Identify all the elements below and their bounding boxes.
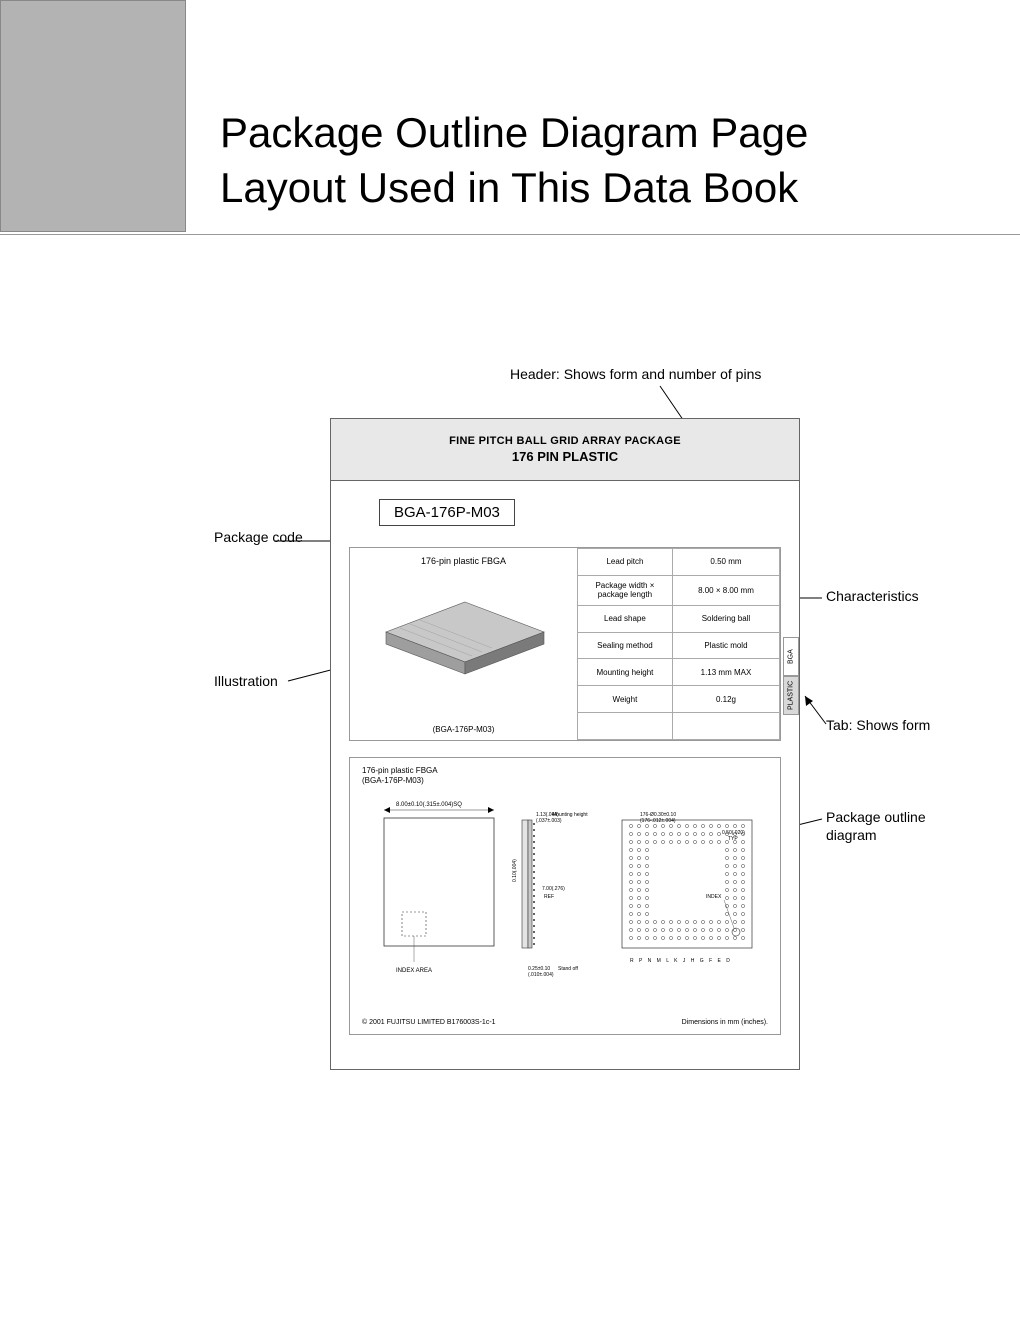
- document-header: FINE PITCH BALL GRID ARRAY PACKAGE 176 P…: [331, 419, 799, 481]
- side-tab-top: BGA: [783, 637, 799, 676]
- table-row: Weight0.12g: [577, 686, 779, 713]
- svg-text:REF: REF: [544, 894, 554, 900]
- outline-units: Dimensions in mm (inches).: [682, 1019, 768, 1026]
- characteristics-table: Lead pitch0.50 mm Package width × packag…: [577, 548, 780, 740]
- page-title-block: Package Outline Diagram Page Layout Used…: [220, 106, 990, 215]
- chip-icon: [380, 598, 550, 698]
- corner-decoration: [0, 0, 186, 232]
- svg-text:Stand off: Stand off: [558, 966, 579, 972]
- svg-text:(.037±.003): (.037±.003): [536, 818, 562, 824]
- package-code-box: BGA-176P-M03: [379, 499, 515, 526]
- illustration-title: 176-pin plastic FBGA: [350, 556, 577, 566]
- svg-text:0.10(.004): 0.10(.004): [512, 859, 518, 882]
- svg-text:INDEX: INDEX: [706, 894, 722, 900]
- table-row: Sealing methodPlastic mold: [577, 632, 779, 659]
- side-tab: BGA PLASTIC: [783, 637, 799, 715]
- table-row: Package width × package length8.00 × 8.0…: [577, 575, 779, 605]
- illustration-panel: 176-pin plastic FBGA (BGA-176P-M03): [350, 548, 577, 740]
- arrow-to-tab: [802, 704, 832, 728]
- outline-copyright: © 2001 FUJITSU LIMITED B176003S-1c-1: [362, 1019, 496, 1026]
- horizontal-rule: [0, 234, 1020, 235]
- callout-tab: Tab: Shows form: [826, 716, 930, 734]
- outline-diagram-block: 176-pin plastic FBGA (BGA-176P-M03) 8.00…: [349, 757, 781, 1035]
- page-title-line1: Package Outline Diagram Page: [220, 106, 990, 161]
- svg-text:7.00(.276): 7.00(.276): [542, 886, 565, 892]
- svg-text:R P N M L K J H G F E D: R P N M L K J H G F E D: [630, 958, 732, 964]
- svg-text:TYP: TYP: [728, 836, 738, 842]
- callout-outline: Package outline diagram: [826, 808, 966, 844]
- header-line2: 176 PIN PLASTIC: [512, 449, 618, 464]
- side-tab-bottom: PLASTIC: [783, 676, 799, 715]
- outline-title: 176-pin plastic FBGA (BGA-176P-M03): [362, 766, 780, 787]
- callout-package-code: Package code: [214, 528, 303, 546]
- header-line1: FINE PITCH BALL GRID ARRAY PACKAGE: [449, 435, 681, 447]
- svg-text:INDEX AREA: INDEX AREA: [396, 968, 432, 974]
- table-row: Lead pitch0.50 mm: [577, 549, 779, 576]
- svg-text:(.010±.004): (.010±.004): [528, 972, 554, 978]
- document-frame: FINE PITCH BALL GRID ARRAY PACKAGE 176 P…: [330, 418, 800, 1070]
- table-row: Lead shapeSoldering ball: [577, 605, 779, 632]
- table-row: Mounting height1.13 mm MAX: [577, 659, 779, 686]
- page-title-line2: Layout Used in This Data Book: [220, 161, 990, 216]
- characteristics-block: 176-pin plastic FBGA (BGA-176P-M03) Lead…: [349, 547, 781, 741]
- svg-text:8.00±0.10(.315±.004)SQ: 8.00±0.10(.315±.004)SQ: [396, 802, 462, 808]
- outline-svg: 8.00±0.10(.315±.004)SQ INDEX AREA 1.13(.…: [360, 794, 772, 1010]
- illustration-code: (BGA-176P-M03): [350, 725, 577, 734]
- callout-characteristics: Characteristics: [826, 587, 919, 605]
- table-row: [577, 713, 779, 740]
- svg-text:(176-.012±.004): (176-.012±.004): [640, 818, 676, 824]
- svg-text:Mounting height: Mounting height: [552, 812, 588, 818]
- callout-illustration: Illustration: [214, 672, 278, 690]
